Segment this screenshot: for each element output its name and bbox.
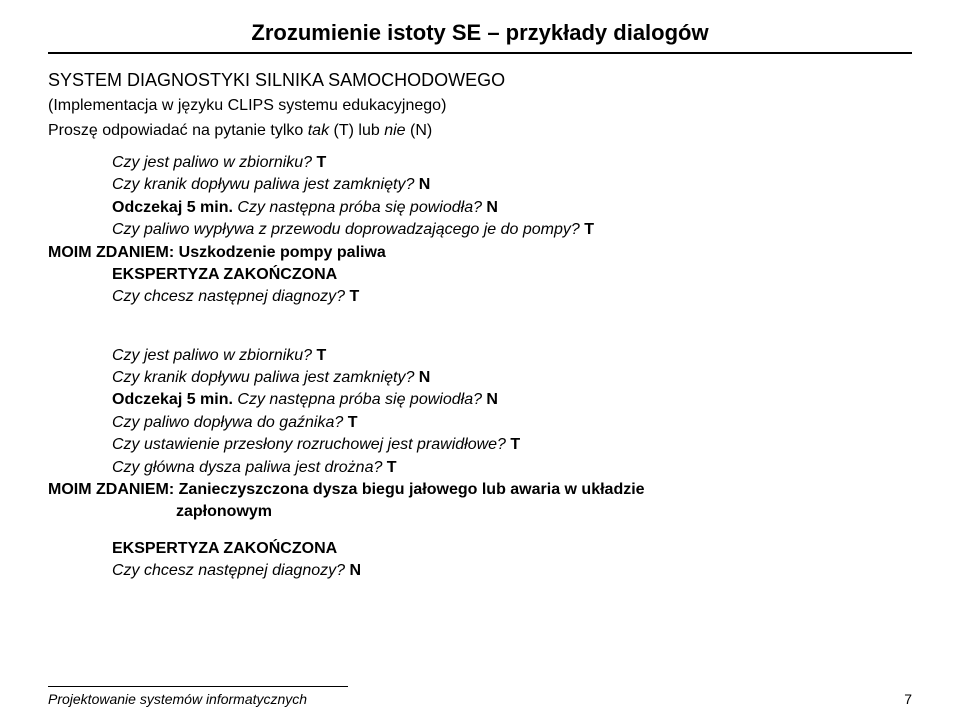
footer-row: Projektowanie systemów informatycznych 7: [48, 691, 912, 707]
heading: SYSTEM DIAGNOSTYKI SILNIKA SAMOCHODOWEGO: [48, 68, 912, 93]
d1-l3-i: Czy następna próba się powiodła?: [233, 199, 482, 216]
d2-l4-a: T: [343, 414, 357, 431]
d2-l4: Czy paliwo dopływa do gaźnika? T: [112, 412, 912, 434]
footer-page: 7: [904, 691, 912, 707]
dialog-separator-2: [48, 327, 912, 345]
d2-l2: Czy kranik dopływu paliwa jest zamknięty…: [112, 367, 912, 389]
footer-left: Projektowanie systemów informatycznych: [48, 691, 307, 707]
d2-l2-q: Czy kranik dopływu paliwa jest zamknięty…: [112, 369, 414, 386]
d2-l5: Czy ustawienie przesłony rozruchowej jes…: [112, 434, 912, 456]
instr-n: (N): [406, 122, 433, 139]
d2-l7a: MOIM ZDANIEM: Zanieczyszczona dysza bieg…: [48, 479, 912, 501]
d1-l1-q: Czy jest paliwo w zbiorniku?: [112, 154, 312, 171]
d2-l8: EKSPERTYZA ZAKOŃCZONA: [112, 538, 912, 560]
dialog-separator: [48, 309, 912, 327]
instr-t: (T) lub: [329, 122, 384, 139]
d1-l4: Czy paliwo wypływa z przewodu doprowadza…: [112, 219, 912, 241]
instr-tak: tak: [308, 122, 329, 139]
d1-l7-q: Czy chcesz następnej diagnozy?: [112, 288, 345, 305]
d1-l7-a: T: [345, 288, 359, 305]
d2-l4-q: Czy paliwo dopływa do gaźnika?: [112, 414, 343, 431]
d1-l4-q: Czy paliwo wypływa z przewodu doprowadza…: [112, 221, 580, 238]
d2-l3-a: N: [482, 391, 498, 408]
d1-l2: Czy kranik dopływu paliwa jest zamknięty…: [112, 174, 912, 196]
d2-l6-a: T: [382, 459, 396, 476]
d1-l3: Odczekaj 5 min. Czy następna próba się p…: [112, 197, 912, 219]
content: SYSTEM DIAGNOSTYKI SILNIKA SAMOCHODOWEGO…: [48, 68, 912, 583]
d1-l1: Czy jest paliwo w zbiorniku? T: [112, 152, 912, 174]
d2-l1: Czy jest paliwo w zbiorniku? T: [112, 345, 912, 367]
d1-l6: EKSPERTYZA ZAKOŃCZONA: [112, 264, 912, 286]
d1-l2-a: N: [414, 176, 430, 193]
d2-l6-q: Czy główna dysza paliwa jest drożna?: [112, 459, 382, 476]
d2-l6: Czy główna dysza paliwa jest drożna? T: [112, 457, 912, 479]
page-title: Zrozumienie istoty SE – przykłady dialog…: [48, 20, 912, 46]
d2-l9-q: Czy chcesz następnej diagnozy?: [112, 562, 345, 579]
footer-rule: [48, 686, 348, 687]
d2-l2-a: N: [414, 369, 430, 386]
d2-l9-a: N: [345, 562, 361, 579]
d1-l4-a: T: [580, 221, 594, 238]
d2-l3-b: Odczekaj 5 min.: [112, 391, 233, 408]
d1-l3-b: Odczekaj 5 min.: [112, 199, 233, 216]
d1-l7: Czy chcesz następnej diagnozy? T: [112, 286, 912, 308]
d1-l1-a: T: [312, 154, 326, 171]
instruction: Proszę odpowiadać na pytanie tylko tak (…: [48, 120, 912, 142]
instr-prefix: Proszę odpowiadać na pytanie tylko: [48, 122, 308, 139]
d1-l5: MOIM ZDANIEM: Uszkodzenie pompy paliwa: [48, 242, 912, 264]
d2-l7b: zapłonowym: [176, 501, 912, 523]
instr-nie: nie: [384, 122, 405, 139]
d2-l9: Czy chcesz następnej diagnozy? N: [112, 560, 912, 582]
d2-l1-a: T: [312, 347, 326, 364]
d2-l3: Odczekaj 5 min. Czy następna próba się p…: [112, 389, 912, 411]
d2-l3-i: Czy następna próba się powiodła?: [233, 391, 482, 408]
d2-gap: [48, 524, 912, 538]
d2-l5-q: Czy ustawienie przesłony rozruchowej jes…: [112, 436, 506, 453]
d2-l5-a: T: [506, 436, 520, 453]
subheading: (Implementacja w języku CLIPS systemu ed…: [48, 95, 912, 117]
d1-l2-q: Czy kranik dopływu paliwa jest zamknięty…: [112, 176, 414, 193]
title-rule: [48, 52, 912, 54]
d2-l1-q: Czy jest paliwo w zbiorniku?: [112, 347, 312, 364]
footer: Projektowanie systemów informatycznych 7: [0, 686, 960, 707]
d1-l3-a: N: [482, 199, 498, 216]
